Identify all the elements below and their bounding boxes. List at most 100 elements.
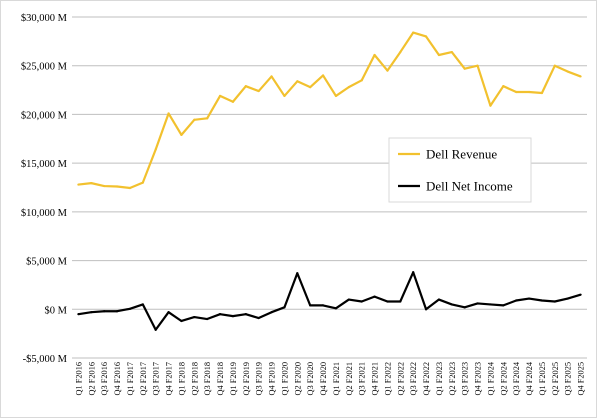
legend-box (388, 137, 532, 203)
data-point (386, 69, 389, 72)
data-point (424, 35, 428, 38)
data-point (257, 316, 260, 320)
data-point (167, 311, 170, 314)
data-point (360, 79, 363, 82)
x-tick-label: Q1 F2023 (435, 362, 444, 395)
y-tick-label: $15,000 M (21, 159, 68, 170)
x-tick-label: Q3 F2018 (203, 362, 212, 395)
y-tick-label: $0 M (45, 305, 68, 316)
data-point (231, 100, 235, 103)
data-point (515, 90, 518, 94)
data-point (334, 307, 338, 310)
data-point (167, 112, 170, 115)
data-point (128, 307, 132, 310)
data-point (540, 91, 544, 95)
y-axis-ticks: -$5,000 M $0 M $5,000 M $10,000 M $15,000 M $… (21, 13, 68, 365)
data-point (321, 74, 325, 77)
y-tick-label: $30,000 M (21, 13, 68, 24)
data-point (283, 306, 286, 309)
y-tick-label: $20,000 M (21, 110, 68, 121)
data-point (463, 306, 466, 309)
legend: Dell Revenue Dell Net Income (388, 137, 532, 203)
data-point (218, 94, 222, 98)
data-point (321, 304, 325, 307)
data-point (566, 70, 569, 73)
data-point (90, 182, 93, 185)
x-tick-label: Q2 F2017 (139, 362, 148, 395)
legend-label: Dell Revenue (426, 147, 497, 162)
x-tick-label: Q1 F2018 (177, 362, 186, 395)
gridlines (72, 16, 587, 359)
data-point (399, 300, 402, 303)
data-point (218, 313, 222, 316)
data-point (489, 104, 492, 107)
x-tick-label: Q4 F2024 (525, 361, 534, 395)
y-tick-label: $10,000 M (21, 208, 68, 219)
data-point (553, 300, 556, 303)
x-tick-label: Q3 F2025 (564, 362, 573, 395)
data-point (412, 31, 415, 34)
data-point (283, 94, 286, 98)
data-point (193, 118, 196, 121)
y-tick-label: $25,000 M (21, 62, 68, 73)
data-point (115, 310, 119, 313)
data-point (90, 311, 93, 314)
legend-label: Dell Net Income (426, 179, 513, 194)
x-tick-label: Q1 F2021 (332, 362, 341, 395)
data-point (206, 317, 209, 321)
x-tick-label: Q1 F2020 (280, 362, 289, 395)
x-tick-label: Q3 F2023 (461, 362, 470, 395)
x-tick-label: Q4 F2022 (422, 362, 431, 395)
data-point (450, 50, 453, 54)
x-tick-label: Q4 F2017 (165, 362, 174, 395)
x-axis-ticks: Q1 F2016 Q2 F2016 Q3 F2016 Q4 F2016 Q1 F2017… (74, 361, 585, 395)
data-point (309, 86, 312, 89)
x-tick-label: Q3 F2017 (152, 362, 161, 395)
data-point (334, 94, 338, 98)
data-point (373, 53, 376, 57)
data-point (386, 300, 389, 303)
data-point (437, 53, 441, 57)
data-point (412, 271, 415, 274)
y-tick-label: -$5,000 M (23, 354, 68, 365)
data-point (270, 311, 273, 314)
x-tick-label: Q1 F2025 (538, 362, 547, 395)
x-tick-label: Q4 F2025 (577, 362, 586, 395)
x-tick-label: Q4 F2018 (216, 362, 225, 395)
x-tick-label: Q1 F2017 (126, 362, 135, 395)
data-point (309, 304, 312, 307)
data-point (399, 50, 402, 54)
data-point (579, 75, 582, 78)
data-point (154, 328, 157, 331)
data-point (270, 75, 273, 78)
data-point (463, 67, 466, 70)
x-tick-label: Q2 F2021 (345, 362, 354, 395)
x-tick-label: Q2 F2020 (293, 362, 302, 395)
data-point (296, 80, 299, 83)
x-tick-label: Q3 F2022 (409, 362, 418, 395)
data-point (154, 148, 157, 151)
series-line (78, 31, 581, 190)
data-point (489, 303, 492, 306)
series-lines (77, 31, 582, 331)
data-point (476, 64, 479, 67)
data-point (103, 184, 106, 188)
data-point (141, 303, 144, 306)
data-point (115, 185, 119, 188)
x-tick-label: Q2 F2025 (551, 362, 560, 395)
x-tick-label: Q2 F2018 (190, 362, 199, 395)
x-tick-label: Q4 F2021 (371, 362, 380, 395)
x-tick-label: Q2 F2023 (448, 362, 457, 395)
data-point (128, 186, 132, 190)
data-point (141, 181, 144, 184)
data-point (527, 297, 531, 300)
x-tick-label: Q4 F2023 (474, 362, 483, 395)
data-point (566, 297, 569, 300)
data-point (77, 183, 80, 186)
x-tick-label: Q2 F2016 (87, 362, 96, 395)
data-point (540, 299, 544, 302)
data-point (476, 302, 479, 305)
x-tick-label: Q3 F2024 (512, 361, 521, 395)
